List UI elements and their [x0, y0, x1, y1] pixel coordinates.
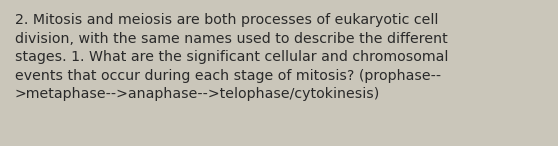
Text: 2. Mitosis and meiosis are both processes of eukaryotic cell
division, with the : 2. Mitosis and meiosis are both processe… [15, 13, 449, 101]
